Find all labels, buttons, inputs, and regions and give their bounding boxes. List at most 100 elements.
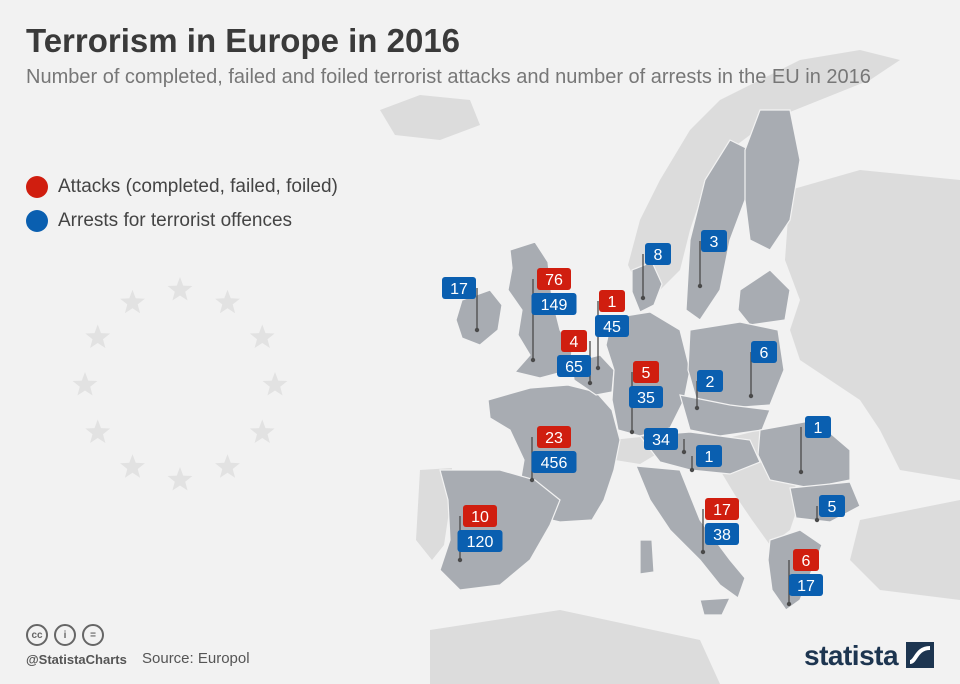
eu-star xyxy=(215,454,240,478)
marker-arrests-box xyxy=(595,315,629,337)
marker-attacks-box xyxy=(537,426,571,448)
eu-star xyxy=(215,289,240,314)
marker-pin-dot xyxy=(814,517,820,523)
statista-handle[interactable]: @StatistaCharts xyxy=(26,652,127,667)
marker-attacks-value: 76 xyxy=(545,272,563,289)
marker-arrests-box xyxy=(557,355,591,377)
marker-arrests-box xyxy=(751,341,777,363)
marker-arrests-value: 8 xyxy=(654,247,663,264)
eu-star xyxy=(72,372,98,396)
land-norway xyxy=(628,50,900,290)
marker-pin-dot xyxy=(748,393,754,399)
marker-pin-dot xyxy=(529,477,535,483)
land-baltics xyxy=(737,269,791,326)
marker-pin-dot xyxy=(694,405,700,411)
marker-arrests-value: 1 xyxy=(705,449,714,466)
marker-arrests-box xyxy=(644,428,678,450)
land-ireland xyxy=(455,289,503,346)
marker-attacks-value: 23 xyxy=(545,430,563,447)
marker-arrests-value: 45 xyxy=(603,319,621,336)
land-iceland-area xyxy=(380,95,480,140)
marker-united-kingdom: 76 149 xyxy=(530,268,577,363)
land-sardinia xyxy=(639,539,655,575)
legend-item-attacks: Attacks (completed, failed, foiled) xyxy=(26,174,338,200)
eu-star xyxy=(85,324,111,348)
marker-attacks-value: 1 xyxy=(608,294,617,311)
marker-czech-republic: 2 xyxy=(694,370,723,411)
eu-star xyxy=(249,419,275,443)
marker-arrests-box xyxy=(645,243,671,265)
nd-icon[interactable]: = xyxy=(82,624,104,646)
marker-arrests-value: 17 xyxy=(450,281,468,298)
marker-germany: 535 xyxy=(629,361,663,435)
eu-star xyxy=(120,454,145,478)
source-note: Source: Europol xyxy=(142,650,250,667)
marker-arrests-box xyxy=(805,416,831,438)
eu-star xyxy=(85,419,111,443)
land-portugal xyxy=(416,468,452,560)
marker-pin-dot xyxy=(629,429,635,435)
marker-arrests-value: 3 xyxy=(710,234,719,251)
marker-arrests-value: 120 xyxy=(467,534,494,551)
marker-attacks-value: 4 xyxy=(570,334,579,351)
marker-arrests-value: 35 xyxy=(637,390,655,407)
marker-arrests-value: 456 xyxy=(541,455,568,472)
cc-icon[interactable]: cc xyxy=(26,624,48,646)
marker-attacks-box xyxy=(537,268,571,290)
marker-arrests-value: 149 xyxy=(541,297,568,314)
chart-subtitle: Number of completed, failed and foiled t… xyxy=(26,66,871,88)
license-icons: cc i = xyxy=(26,624,104,646)
marker-arrests-box xyxy=(531,293,577,315)
land-turkey xyxy=(850,500,960,600)
marker-arrests-box xyxy=(819,495,845,517)
marker-attacks-value: 6 xyxy=(802,553,811,570)
marker-arrests-box xyxy=(531,451,577,473)
eu-star xyxy=(120,289,145,314)
marker-slovenia: 1 xyxy=(689,445,722,473)
marker-arrests-value: 2 xyxy=(706,374,715,391)
marker-pin-dot xyxy=(697,283,703,289)
land-poland xyxy=(687,321,785,409)
statista-logo-text[interactable]: statista xyxy=(804,640,899,671)
marker-arrests-box xyxy=(696,445,722,467)
marker-arrests-value: 34 xyxy=(652,432,670,449)
marker-austria: 34 xyxy=(644,428,687,455)
marker-pin-dot xyxy=(530,357,536,363)
marker-pin-dot xyxy=(689,467,695,473)
marker-arrests-value: 38 xyxy=(713,527,731,544)
marker-bulgaria: 5 xyxy=(814,495,845,523)
eu-stars-decoration xyxy=(72,277,288,491)
land-italy xyxy=(635,465,746,599)
marker-poland: 6 xyxy=(748,341,777,399)
by-icon[interactable]: i xyxy=(54,624,76,646)
marker-arrests-box xyxy=(789,574,823,596)
marker-attacks-box xyxy=(561,330,587,352)
legend-swatch-arrests xyxy=(26,210,48,232)
marker-arrests-box xyxy=(442,277,476,299)
marker-arrests-box xyxy=(697,370,723,392)
marker-arrests-value: 1 xyxy=(814,420,823,437)
land-finland xyxy=(744,109,801,251)
marker-attacks-value: 17 xyxy=(713,502,731,519)
chart-title: Terrorism in Europe in 2016 xyxy=(26,22,461,59)
marker-pin-dot xyxy=(640,295,646,301)
marker-denmark: 8 xyxy=(640,243,671,301)
marker-pin-dot xyxy=(786,601,792,607)
marker-attacks-box xyxy=(793,549,819,571)
marker-arrests-box xyxy=(705,523,739,545)
legend-item-arrests: Arrests for terrorist offences xyxy=(26,208,292,234)
marker-pin-dot xyxy=(474,327,480,333)
legend-swatch-attacks xyxy=(26,176,48,198)
land-sicily xyxy=(699,597,731,616)
marker-pin-dot xyxy=(798,469,804,475)
marker-attacks-value: 5 xyxy=(642,365,651,382)
marker-arrests-value: 17 xyxy=(797,578,815,595)
marker-sweden: 3 xyxy=(697,230,727,289)
eu-star xyxy=(167,467,193,491)
marker-pin-dot xyxy=(681,449,687,455)
marker-pin-dot xyxy=(595,365,601,371)
